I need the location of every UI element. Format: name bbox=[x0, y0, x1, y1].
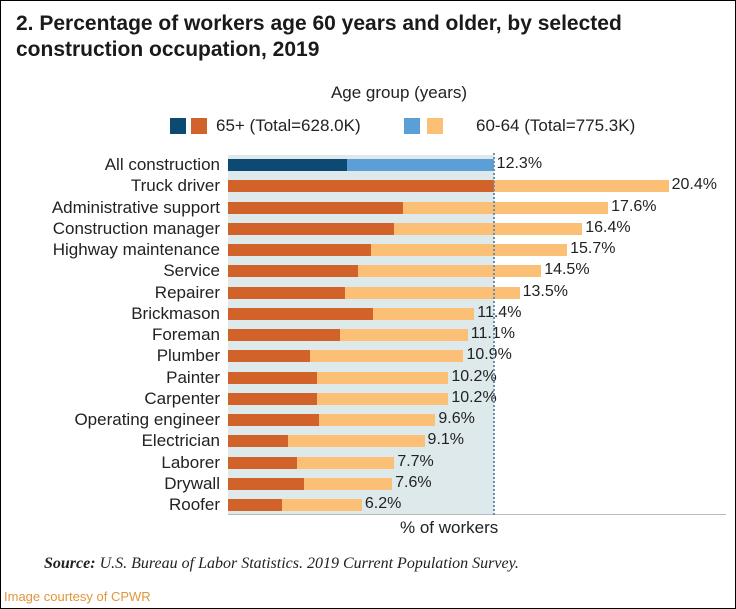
bar-65-plus bbox=[228, 350, 311, 363]
category-label: Roofer bbox=[168, 495, 220, 514]
total-data-label: 7.6% bbox=[395, 473, 432, 491]
total-data-label: 17.6% bbox=[611, 197, 657, 215]
legend-item-65: 65+ (Total=628.0K) bbox=[216, 116, 361, 135]
bar-60-64 bbox=[370, 244, 568, 256]
x-axis-line bbox=[228, 514, 726, 515]
bar-60-64 bbox=[357, 265, 542, 278]
category-label: Plumber bbox=[156, 346, 220, 366]
bar-65-plus bbox=[228, 414, 319, 426]
category-label: Service bbox=[163, 261, 220, 281]
source-note: Source: U.S. Bureau of Labor Statistics.… bbox=[44, 555, 519, 573]
category-label: Laborer bbox=[161, 452, 220, 472]
bar-65-plus bbox=[228, 435, 289, 448]
total-data-label: 9.6% bbox=[438, 410, 475, 427]
legend-swatch-65-all bbox=[170, 118, 186, 134]
bar-65-plus bbox=[228, 477, 304, 490]
bar-60-64 bbox=[282, 499, 362, 511]
category-label: Highway maintenance bbox=[52, 240, 220, 259]
category-label: Carpenter bbox=[144, 388, 220, 408]
bar-65-plus bbox=[228, 499, 282, 511]
legend-swatch-60-all bbox=[404, 118, 420, 134]
reference-line-all-construction bbox=[492, 153, 495, 515]
category-label: Brickmason bbox=[131, 303, 220, 323]
total-data-label: 10.9% bbox=[466, 346, 512, 364]
total-data-label: 7.7% bbox=[397, 452, 434, 470]
bar-65-plus bbox=[228, 329, 341, 341]
category-label: Operating engineer bbox=[74, 410, 220, 429]
total-data-label: 12.3% bbox=[496, 155, 543, 172]
category-label: Truck driver bbox=[130, 176, 220, 196]
bar-60-64 bbox=[318, 414, 436, 426]
image-credit: Image courtesy of CPWR bbox=[4, 589, 151, 604]
total-data-label: 15.7% bbox=[570, 240, 616, 257]
total-data-label: 9.1% bbox=[427, 431, 465, 449]
total-data-label: 10.2% bbox=[451, 388, 497, 406]
category-label: Drywall bbox=[164, 473, 220, 493]
category-label: Foreman bbox=[151, 325, 220, 344]
category-label: Electrician bbox=[141, 431, 220, 451]
bar-65-plus bbox=[228, 244, 371, 256]
total-data-label: 6.2% bbox=[364, 495, 402, 512]
bar-60-64 bbox=[316, 392, 449, 405]
category-label: Painter bbox=[166, 367, 220, 387]
total-data-label: 20.4% bbox=[671, 176, 717, 194]
legend-swatch-60-occ bbox=[427, 118, 443, 134]
total-data-label: 11.4% bbox=[477, 303, 522, 321]
bar-60-64 bbox=[310, 350, 464, 363]
bar-65-plus bbox=[228, 392, 317, 405]
source-label: Source: bbox=[44, 555, 96, 572]
bar-60-64 bbox=[402, 201, 609, 214]
category-label: Administrative support bbox=[51, 197, 220, 217]
bar-60-64 bbox=[316, 371, 449, 384]
total-data-label: 10.2% bbox=[451, 367, 497, 385]
bar-60-64 bbox=[303, 477, 393, 490]
category-label: Repairer bbox=[154, 282, 220, 302]
total-data-label: 13.5% bbox=[522, 282, 568, 300]
bar-60-64 bbox=[394, 222, 583, 235]
legend-title: Age group (years) bbox=[330, 83, 468, 102]
legend-item-60: 60-64 (Total=775.3K) bbox=[476, 116, 636, 135]
bar-65-plus bbox=[228, 286, 345, 299]
bar-65-plus bbox=[228, 265, 358, 278]
bar-60-64 bbox=[493, 180, 669, 193]
bar-65-plus bbox=[228, 180, 494, 193]
bar-65-plus bbox=[228, 456, 298, 469]
source-text: U.S. Bureau of Labor Statistics. 2019 Cu… bbox=[95, 555, 519, 572]
bar-65-plus bbox=[228, 201, 403, 214]
bar-65-plus bbox=[228, 159, 347, 171]
bar-60-64 bbox=[372, 307, 475, 320]
x-axis-label: % of workers bbox=[400, 518, 499, 537]
bar-65-plus bbox=[228, 371, 317, 384]
bar-60-64 bbox=[288, 435, 425, 448]
bar-60-64 bbox=[340, 329, 468, 341]
bar-65-plus bbox=[228, 307, 373, 320]
bar-65-plus bbox=[228, 222, 395, 235]
total-data-label: 14.5% bbox=[544, 261, 590, 279]
legend-swatch-65-occ bbox=[191, 118, 207, 134]
bar-60-64 bbox=[344, 286, 520, 299]
chart-title: 2. Percentage of workers age 60 years an… bbox=[16, 12, 622, 61]
bar-60-64 bbox=[346, 159, 494, 171]
category-label: Construction manager bbox=[52, 218, 220, 238]
total-data-label: 16.4% bbox=[585, 218, 631, 236]
category-label: All construction bbox=[104, 155, 220, 174]
bar-60-64 bbox=[297, 456, 395, 469]
